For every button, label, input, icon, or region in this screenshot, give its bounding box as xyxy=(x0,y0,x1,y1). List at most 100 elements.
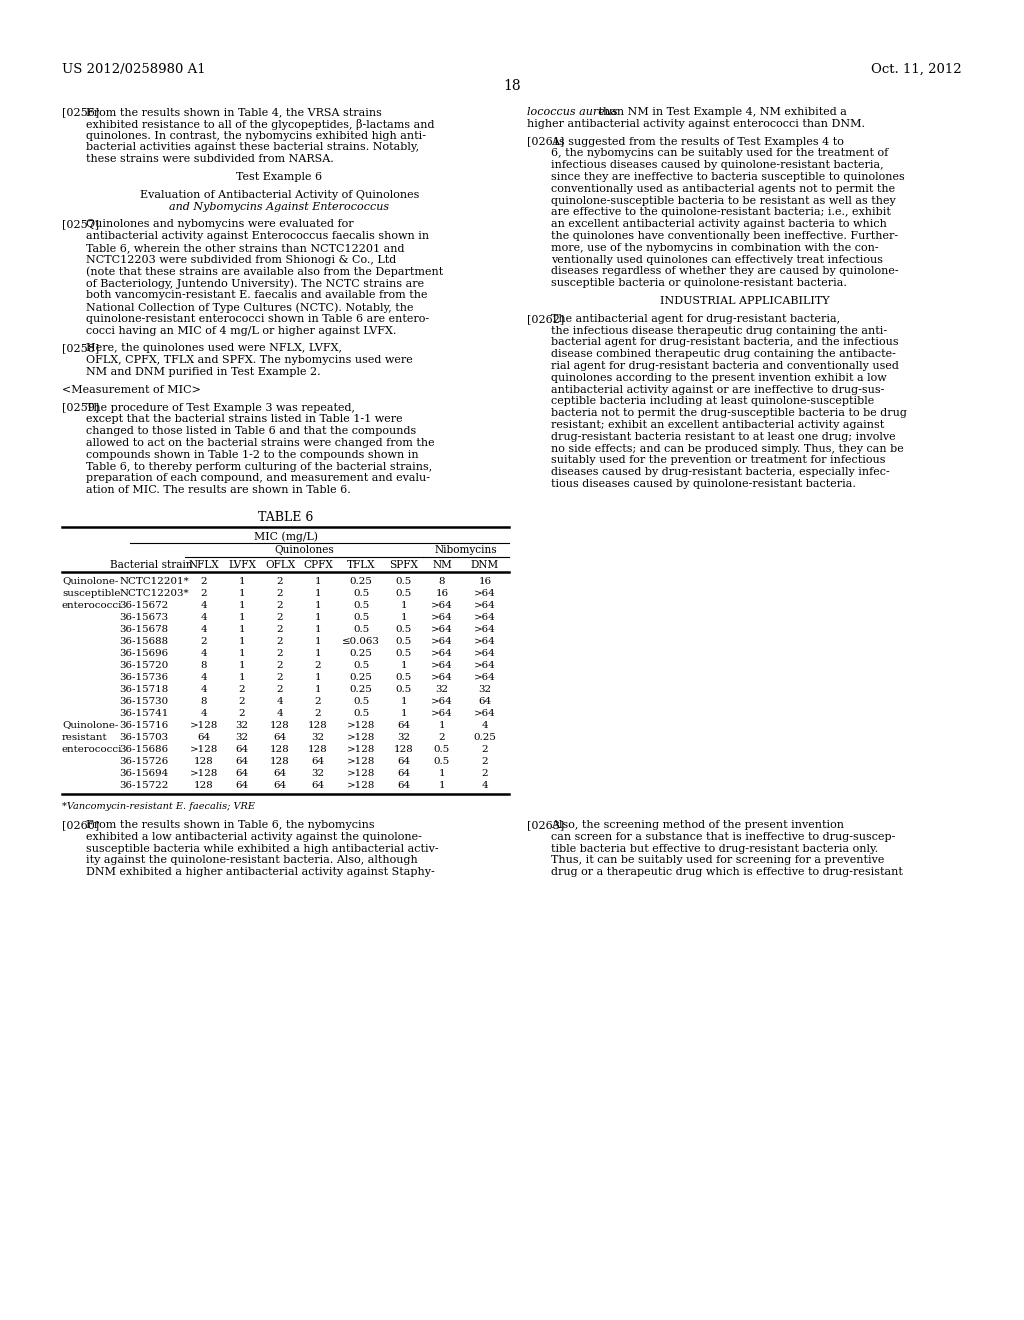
Text: 1: 1 xyxy=(239,648,246,657)
Text: NFLX: NFLX xyxy=(188,560,219,570)
Text: 2: 2 xyxy=(314,709,322,718)
Text: 64: 64 xyxy=(236,744,249,754)
Text: 1: 1 xyxy=(314,577,322,586)
Text: CPFX: CPFX xyxy=(303,560,333,570)
Text: 64: 64 xyxy=(397,780,411,789)
Text: more, use of the nybomycins in combination with the con-: more, use of the nybomycins in combinati… xyxy=(551,243,879,253)
Text: US 2012/0258980 A1: US 2012/0258980 A1 xyxy=(62,63,206,77)
Text: quinolones. In contrast, the nybomycins exhibited high anti-: quinolones. In contrast, the nybomycins … xyxy=(86,131,426,141)
Text: From the results shown in Table 6, the nybomycins: From the results shown in Table 6, the n… xyxy=(86,820,375,830)
Text: 4: 4 xyxy=(201,672,207,681)
Text: 36-15688: 36-15688 xyxy=(119,636,168,645)
Text: the quinolones have conventionally been ineffective. Further-: the quinolones have conventionally been … xyxy=(551,231,898,242)
Text: 32: 32 xyxy=(435,685,449,693)
Text: 0.5: 0.5 xyxy=(434,744,451,754)
Text: 0.5: 0.5 xyxy=(396,648,412,657)
Text: 0.5: 0.5 xyxy=(353,709,369,718)
Text: 36-15672: 36-15672 xyxy=(119,601,168,610)
Text: >64: >64 xyxy=(474,601,496,610)
Text: (note that these strains are available also from the Department: (note that these strains are available a… xyxy=(86,267,443,277)
Text: 32: 32 xyxy=(478,685,492,693)
Text: 1: 1 xyxy=(400,601,408,610)
Text: resistant; exhibit an excellent antibacterial activity against: resistant; exhibit an excellent antibact… xyxy=(551,420,885,430)
Text: 64: 64 xyxy=(198,733,211,742)
Text: >64: >64 xyxy=(431,612,453,622)
Text: 2: 2 xyxy=(276,672,284,681)
Text: 0.5: 0.5 xyxy=(434,756,451,766)
Text: 2: 2 xyxy=(276,589,284,598)
Text: 0.5: 0.5 xyxy=(396,672,412,681)
Text: and Nybomycins Against Enterococcus: and Nybomycins Against Enterococcus xyxy=(169,202,389,211)
Text: tible bacteria but effective to drug-resistant bacteria only.: tible bacteria but effective to drug-res… xyxy=(551,843,879,854)
Text: susceptible bacteria while exhibited a high antibacterial activ-: susceptible bacteria while exhibited a h… xyxy=(86,843,438,854)
Text: 0.5: 0.5 xyxy=(353,601,369,610)
Text: DNM exhibited a higher antibacterial activity against Staphy-: DNM exhibited a higher antibacterial act… xyxy=(86,867,435,878)
Text: 128: 128 xyxy=(394,744,414,754)
Text: As suggested from the results of Test Examples 4 to: As suggested from the results of Test Ex… xyxy=(551,136,844,147)
Text: 2: 2 xyxy=(276,648,284,657)
Text: >128: >128 xyxy=(347,756,375,766)
Text: 2: 2 xyxy=(276,685,284,693)
Text: 2: 2 xyxy=(481,744,488,754)
Text: 36-15678: 36-15678 xyxy=(119,624,168,634)
Text: 64: 64 xyxy=(397,756,411,766)
Text: 4: 4 xyxy=(276,697,284,705)
Text: LVFX: LVFX xyxy=(228,560,256,570)
Text: Thus, it can be suitably used for screening for a preventive: Thus, it can be suitably used for screen… xyxy=(551,855,885,866)
Text: >128: >128 xyxy=(347,768,375,777)
Text: 128: 128 xyxy=(308,744,328,754)
Text: 1: 1 xyxy=(239,577,246,586)
Text: susceptible: susceptible xyxy=(62,589,121,598)
Text: Test Example 6: Test Example 6 xyxy=(237,172,323,182)
Text: 2: 2 xyxy=(438,733,445,742)
Text: 2: 2 xyxy=(201,589,207,598)
Text: 4: 4 xyxy=(276,709,284,718)
Text: SPFX: SPFX xyxy=(389,560,419,570)
Text: 36-15726: 36-15726 xyxy=(119,756,168,766)
Text: 2: 2 xyxy=(276,612,284,622)
Text: are effective to the quinolone-resistant bacteria; i.e., exhibit: are effective to the quinolone-resistant… xyxy=(551,207,891,218)
Text: 4: 4 xyxy=(481,721,488,730)
Text: Also, the screening method of the present invention: Also, the screening method of the presen… xyxy=(551,820,844,830)
Text: 128: 128 xyxy=(308,721,328,730)
Text: ceptible bacteria including at least quinolone-susceptible: ceptible bacteria including at least qui… xyxy=(551,396,874,407)
Text: >64: >64 xyxy=(431,648,453,657)
Text: 36-15716: 36-15716 xyxy=(119,721,168,730)
Text: Quinolone-: Quinolone- xyxy=(62,721,119,730)
Text: 0.25: 0.25 xyxy=(349,685,373,693)
Text: >64: >64 xyxy=(474,624,496,634)
Text: 1: 1 xyxy=(239,601,246,610)
Text: >128: >128 xyxy=(347,721,375,730)
Text: 1: 1 xyxy=(239,672,246,681)
Text: 64: 64 xyxy=(236,768,249,777)
Text: 1: 1 xyxy=(314,624,322,634)
Text: rial agent for drug-resistant bacteria and conventionally used: rial agent for drug-resistant bacteria a… xyxy=(551,360,899,371)
Text: 64: 64 xyxy=(236,780,249,789)
Text: 2: 2 xyxy=(276,577,284,586)
Text: 2: 2 xyxy=(276,636,284,645)
Text: quinolones according to the present invention exhibit a low: quinolones according to the present inve… xyxy=(551,372,887,383)
Text: Quinolone-: Quinolone- xyxy=(62,577,119,586)
Text: 0.5: 0.5 xyxy=(353,612,369,622)
Text: 64: 64 xyxy=(311,780,325,789)
Text: 4: 4 xyxy=(201,624,207,634)
Text: The antibacterial agent for drug-resistant bacteria,: The antibacterial agent for drug-resista… xyxy=(551,314,840,323)
Text: >64: >64 xyxy=(474,612,496,622)
Text: 0.5: 0.5 xyxy=(396,685,412,693)
Text: >64: >64 xyxy=(431,636,453,645)
Text: susceptible bacteria or quinolone-resistant bacteria.: susceptible bacteria or quinolone-resist… xyxy=(551,279,847,288)
Text: 2: 2 xyxy=(201,636,207,645)
Text: 0.5: 0.5 xyxy=(396,577,412,586)
Text: since they are ineffective to bacteria susceptible to quinolones: since they are ineffective to bacteria s… xyxy=(551,172,905,182)
Text: tious diseases caused by quinolone-resistant bacteria.: tious diseases caused by quinolone-resis… xyxy=(551,479,856,488)
Text: higher antibacterial activity against enterococci than DNM.: higher antibacterial activity against en… xyxy=(527,119,865,129)
Text: disease combined therapeutic drug containing the antibacte-: disease combined therapeutic drug contai… xyxy=(551,350,896,359)
Text: 4: 4 xyxy=(201,648,207,657)
Text: Nibomycins: Nibomycins xyxy=(434,545,498,554)
Text: 8: 8 xyxy=(201,697,207,705)
Text: 18: 18 xyxy=(503,79,521,92)
Text: 128: 128 xyxy=(195,756,214,766)
Text: >64: >64 xyxy=(474,709,496,718)
Text: *Vancomycin-resistant E. faecalis; VRE: *Vancomycin-resistant E. faecalis; VRE xyxy=(62,803,255,810)
Text: 8: 8 xyxy=(438,577,445,586)
